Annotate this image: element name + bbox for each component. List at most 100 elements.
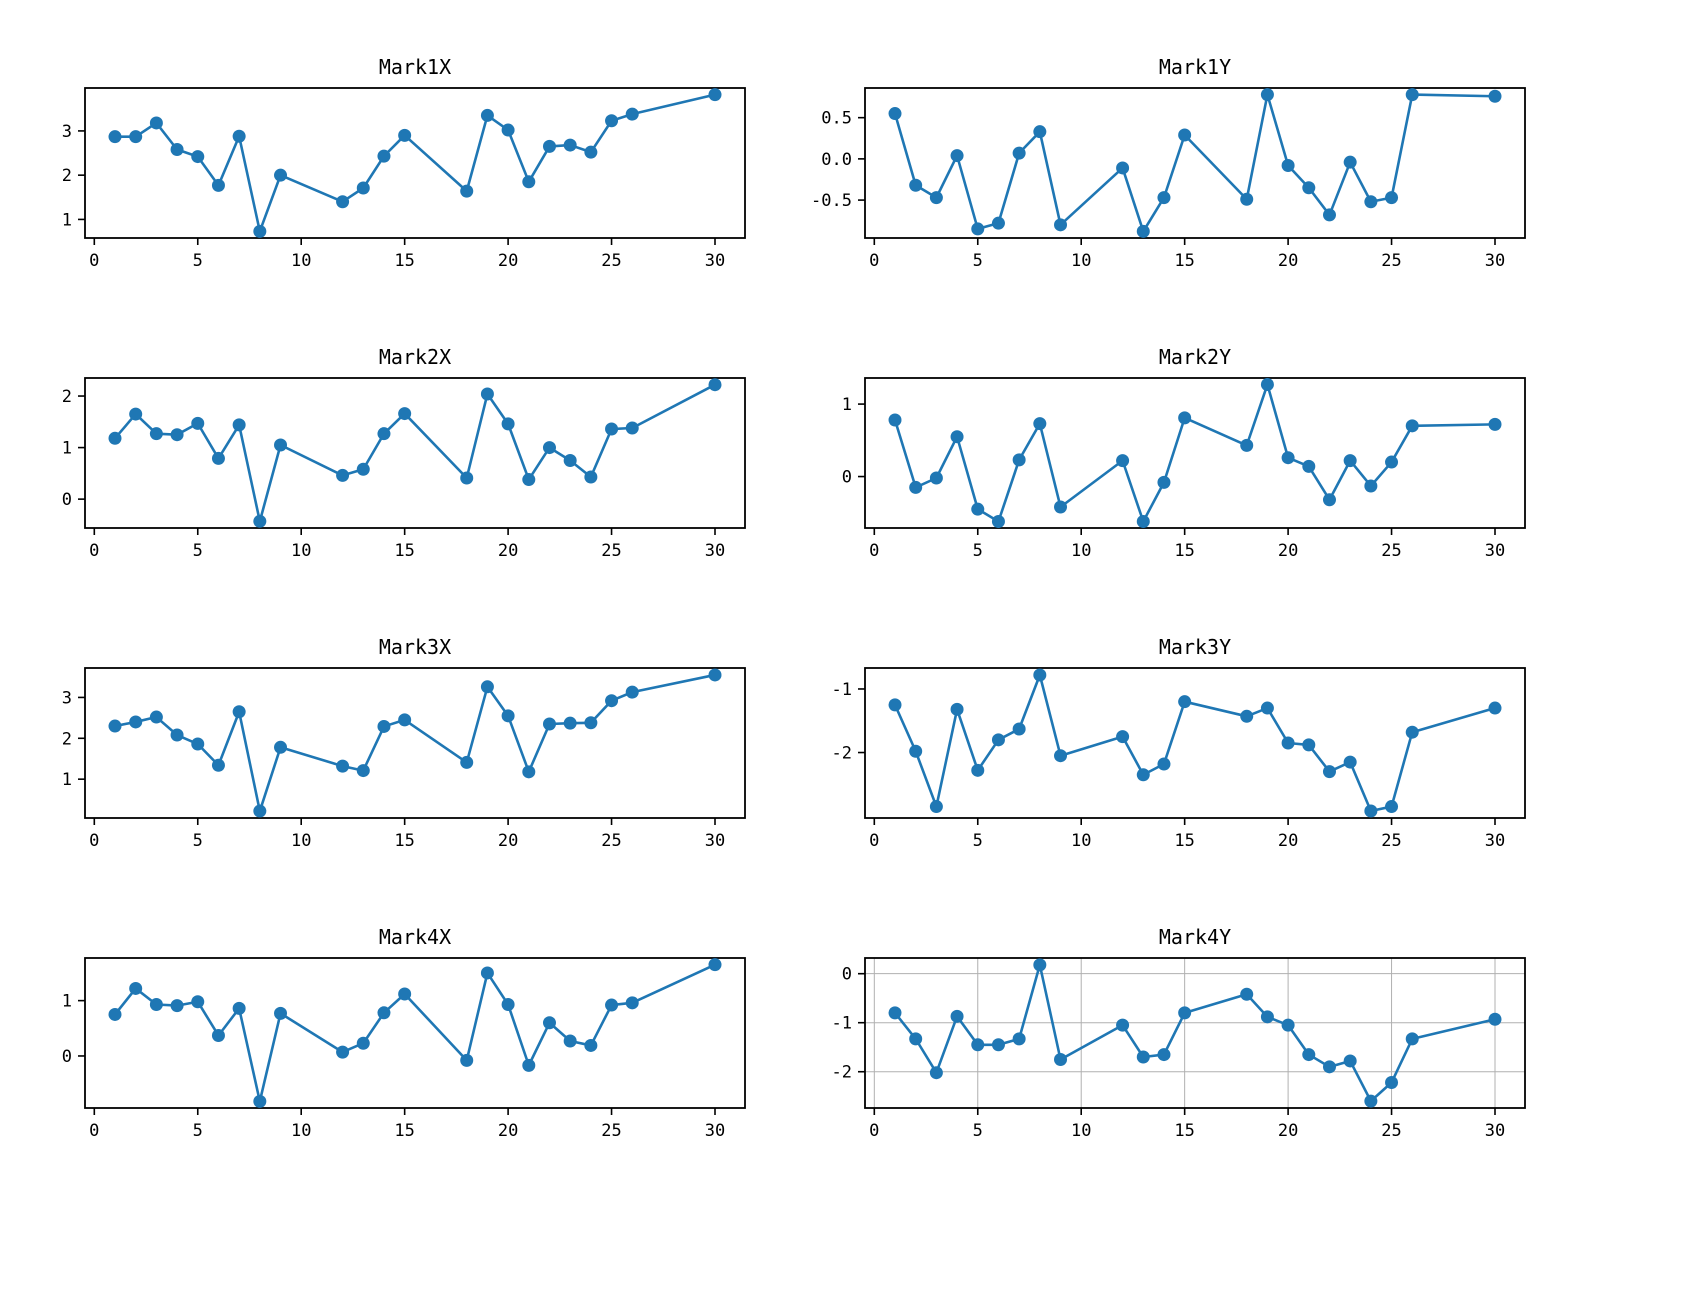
svg-text:25: 25 (1381, 251, 1401, 271)
svg-text:5: 5 (973, 1121, 983, 1141)
svg-text:15: 15 (394, 541, 414, 561)
svg-text:25: 25 (1381, 1121, 1401, 1141)
svg-text:25: 25 (1381, 541, 1401, 561)
svg-text:25: 25 (601, 251, 621, 271)
svg-text:20: 20 (498, 831, 518, 851)
svg-text:30: 30 (1485, 831, 1505, 851)
svg-text:25: 25 (601, 831, 621, 851)
svg-text:5: 5 (973, 831, 983, 851)
chart-canvas-mark3y: 0 5 10 15 20 25 30 -2 -1 (832, 667, 1526, 851)
chart-mark3y: Mark3Y 0 5 10 15 20 25 30 -2 -1 (795, 632, 1595, 872)
svg-text:20: 20 (1278, 831, 1298, 851)
svg-text:20: 20 (1278, 541, 1298, 561)
svg-text:10: 10 (291, 541, 311, 561)
svg-text:1: 1 (62, 439, 72, 459)
svg-text:25: 25 (1381, 831, 1401, 851)
svg-text:5: 5 (193, 1121, 203, 1141)
svg-text:30: 30 (705, 251, 725, 271)
svg-text:0: 0 (842, 965, 852, 985)
chart-canvas-mark3x: 0 5 10 15 20 25 30 1 2 3 (62, 667, 746, 851)
svg-text:5: 5 (973, 251, 983, 271)
svg-text:0: 0 (62, 1047, 72, 1067)
svg-text:20: 20 (1278, 251, 1298, 271)
svg-text:15: 15 (394, 831, 414, 851)
svg-text:0: 0 (62, 490, 72, 510)
svg-text:2: 2 (62, 166, 72, 186)
svg-text:10: 10 (291, 831, 311, 851)
chart-title-mark3y: Mark3Y (1158, 635, 1232, 659)
svg-text:0: 0 (869, 1121, 879, 1141)
chart-canvas-mark2y: 0 5 10 15 20 25 30 0 1 (842, 377, 1526, 561)
chart-mark3x: Mark3X 0 5 10 15 20 25 30 1 2 3 (15, 632, 815, 872)
svg-text:1: 1 (62, 992, 72, 1012)
svg-text:2: 2 (62, 729, 72, 749)
svg-text:-0.5: -0.5 (811, 191, 852, 211)
chart-canvas-mark4y: 0 5 10 15 20 25 30 -2 -1 0 (832, 957, 1526, 1141)
chart-canvas-mark4x: 0 5 10 15 20 25 30 0 1 (62, 957, 746, 1141)
svg-text:0: 0 (89, 251, 99, 271)
svg-text:0.0: 0.0 (821, 150, 852, 170)
chart-mark2x: Mark2X 0 5 10 15 20 25 30 0 1 2 (15, 342, 815, 582)
svg-text:15: 15 (1174, 541, 1194, 561)
svg-text:3: 3 (62, 122, 72, 142)
svg-text:-2: -2 (832, 1063, 852, 1083)
chart-title-mark3x: Mark3X (378, 635, 452, 659)
chart-title-mark1x: Mark1X (378, 55, 452, 79)
svg-text:5: 5 (193, 831, 203, 851)
svg-text:20: 20 (1278, 1121, 1298, 1141)
svg-text:30: 30 (1485, 541, 1505, 561)
svg-text:30: 30 (705, 541, 725, 561)
chart-canvas-mark1y: 0 5 10 15 20 25 30 -0.5 0.0 0.5 (811, 87, 1526, 271)
svg-text:10: 10 (291, 251, 311, 271)
svg-text:30: 30 (1485, 1121, 1505, 1141)
svg-text:3: 3 (62, 688, 72, 708)
chart-title-mark4y: Mark4Y (1158, 925, 1232, 949)
svg-text:15: 15 (1174, 831, 1194, 851)
svg-text:5: 5 (973, 541, 983, 561)
svg-text:0: 0 (89, 1121, 99, 1141)
svg-text:0.5: 0.5 (821, 109, 852, 129)
chart-title-mark2x: Mark2X (378, 345, 452, 369)
svg-text:1: 1 (62, 210, 72, 230)
svg-text:0: 0 (89, 541, 99, 561)
chart-mark1y: Mark1Y 0 5 10 15 20 25 30 -0.5 0.0 0.5 (795, 52, 1595, 292)
svg-text:0: 0 (842, 468, 852, 488)
svg-text:0: 0 (89, 831, 99, 851)
chart-mark2y: Mark2Y 0 5 10 15 20 25 30 0 1 (795, 342, 1595, 582)
svg-text:-1: -1 (832, 1014, 852, 1034)
chart-title-mark2y: Mark2Y (1158, 345, 1232, 369)
svg-text:5: 5 (193, 541, 203, 561)
chart-mark1x: Mark1X 0 5 10 15 20 25 30 1 2 3 (15, 52, 815, 292)
svg-text:15: 15 (1174, 1121, 1194, 1141)
svg-text:15: 15 (1174, 251, 1194, 271)
svg-text:2: 2 (62, 387, 72, 407)
chart-mark4x: Mark4X 0 5 10 15 20 25 30 0 1 (15, 922, 815, 1162)
svg-text:10: 10 (291, 1121, 311, 1141)
chart-canvas-mark1x: 0 5 10 15 20 25 30 1 2 3 (62, 87, 746, 271)
svg-text:-1: -1 (832, 680, 852, 700)
svg-text:30: 30 (705, 1121, 725, 1141)
svg-text:-2: -2 (832, 744, 852, 764)
svg-text:1: 1 (62, 770, 72, 790)
svg-text:5: 5 (193, 251, 203, 271)
svg-text:25: 25 (601, 1121, 621, 1141)
svg-text:20: 20 (498, 251, 518, 271)
svg-text:15: 15 (394, 251, 414, 271)
svg-text:30: 30 (1485, 251, 1505, 271)
chart-title-mark4x: Mark4X (378, 925, 452, 949)
svg-text:15: 15 (394, 1121, 414, 1141)
svg-text:0: 0 (869, 831, 879, 851)
svg-text:20: 20 (498, 541, 518, 561)
svg-text:30: 30 (705, 831, 725, 851)
svg-text:10: 10 (1071, 1121, 1091, 1141)
svg-text:20: 20 (498, 1121, 518, 1141)
chart-canvas-mark2x: 0 5 10 15 20 25 30 0 1 2 (62, 377, 746, 561)
svg-text:10: 10 (1071, 541, 1091, 561)
chart-mark4y: Mark4Y 0 5 10 15 20 25 30 -2 -1 0 (795, 922, 1595, 1162)
svg-text:10: 10 (1071, 251, 1091, 271)
svg-text:25: 25 (601, 541, 621, 561)
svg-text:1: 1 (842, 395, 852, 415)
svg-text:0: 0 (869, 251, 879, 271)
svg-text:10: 10 (1071, 831, 1091, 851)
